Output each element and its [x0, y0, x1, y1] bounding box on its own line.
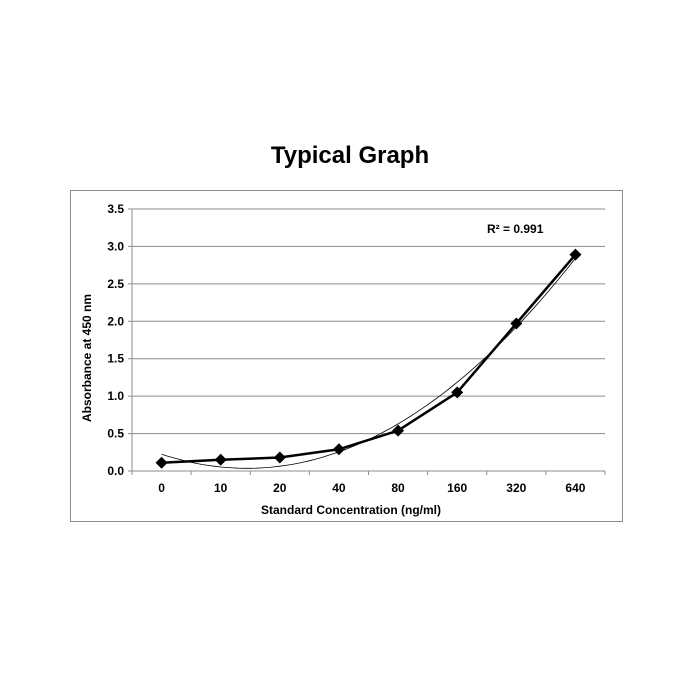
- x-tick-labels: 0 10 20 40 80 160 320 640: [158, 481, 586, 495]
- y-tick-label: 0.0: [107, 464, 124, 478]
- y-tick-label: 0.5: [107, 427, 124, 441]
- data-point: [214, 453, 227, 466]
- x-axis-label: Standard Concentration (ng/ml): [261, 503, 441, 517]
- data-point: [392, 424, 405, 437]
- x-tick-label: 640: [565, 481, 585, 495]
- x-tick-label: 80: [391, 481, 405, 495]
- data-point: [510, 317, 523, 330]
- data-point: [155, 456, 168, 469]
- y-tick-label: 3.5: [107, 202, 124, 216]
- y-tick-label: 3.0: [107, 239, 124, 253]
- y-tick-label: 1.5: [107, 352, 124, 366]
- x-tick-label: 0: [158, 481, 165, 495]
- axes: [128, 208, 606, 475]
- plot-frame: [70, 190, 623, 522]
- chart-title: Typical Graph: [270, 142, 430, 169]
- r-squared-label: R² = 0.991: [487, 222, 544, 236]
- x-tick-label: 20: [273, 481, 287, 495]
- y-tick-label: 1.0: [107, 389, 124, 403]
- x-tick-label: 160: [447, 481, 467, 495]
- x-tick-label: 40: [332, 481, 346, 495]
- data-point: [451, 386, 464, 399]
- y-tick-label: 2.0: [107, 314, 124, 328]
- series-group: [155, 248, 582, 469]
- trendline-group: [161, 257, 576, 469]
- trendline: [161, 257, 576, 469]
- x-tick-label: 10: [214, 481, 228, 495]
- y-axis-label: Absorbance at 450 nm: [80, 294, 94, 422]
- y-tick-labels: 0.0 0.5 1.0 1.5 2.0 2.5 3.0 3.5: [107, 202, 124, 478]
- data-point: [332, 443, 345, 456]
- x-tick-label: 320: [506, 481, 526, 495]
- data-point: [273, 451, 286, 464]
- data-point: [569, 248, 582, 261]
- gridlines: [132, 208, 605, 435]
- series-line: [161, 253, 577, 465]
- y-tick-label: 2.5: [107, 277, 124, 291]
